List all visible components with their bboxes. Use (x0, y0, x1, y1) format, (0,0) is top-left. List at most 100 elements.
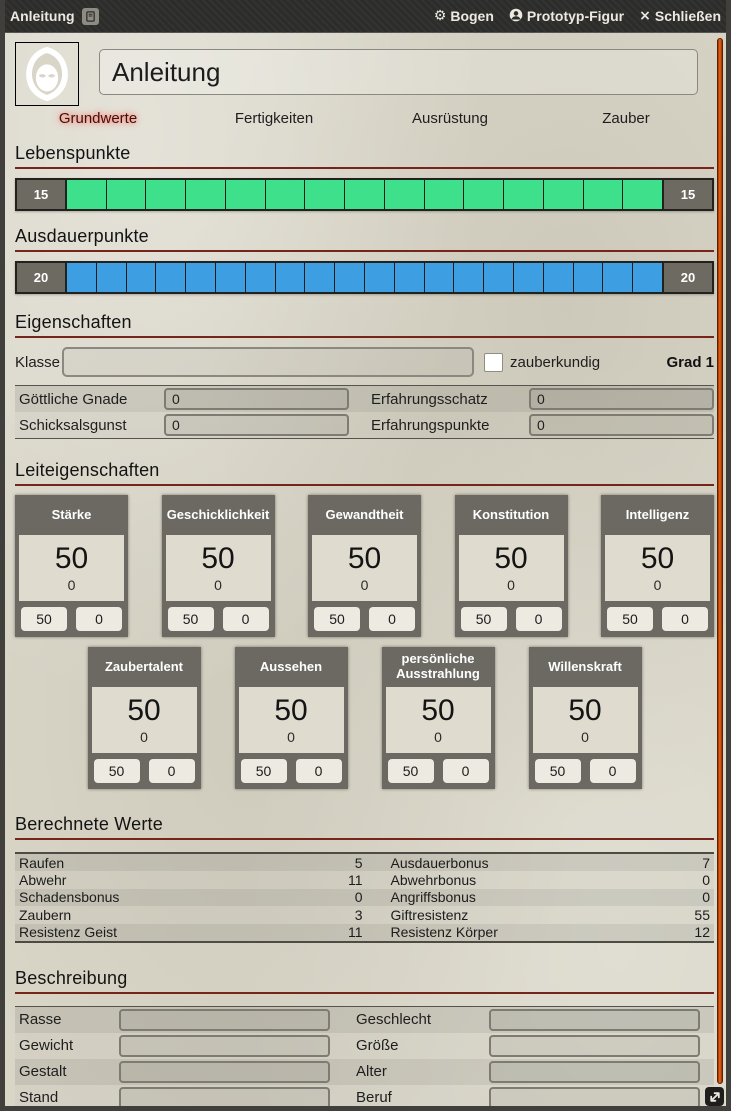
field-input[interactable]: 0 (529, 388, 714, 410)
attribute-mod-input[interactable]: 0 (148, 759, 195, 783)
attribute-card: persönliche Ausstrahlung 50 0 50 0 (381, 647, 495, 789)
ausdauerpunkte-segment[interactable] (186, 263, 216, 292)
desc-input[interactable] (119, 1086, 330, 1106)
scrollbar-thumb[interactable] (717, 38, 723, 1084)
attribute-base-input[interactable]: 50 (607, 607, 653, 631)
tab-zauber[interactable]: Zauber (602, 110, 650, 127)
ausdauerpunkte-segment[interactable] (424, 263, 455, 292)
lebenspunkte-segment[interactable] (265, 180, 306, 209)
desc-row: Stand Beruf (15, 1085, 714, 1106)
attribute-base-input[interactable]: 50 (460, 607, 507, 631)
ausdauerpunkte-segment[interactable] (96, 263, 127, 292)
sheet-config-button[interactable]: ⚙ Bogen (433, 8, 494, 24)
tab-fertigkeiten[interactable]: Fertigkeiten (234, 110, 314, 127)
desc-input[interactable] (119, 1034, 330, 1057)
attribute-panel: 50 0 (605, 535, 710, 601)
attribute-bonus: 0 (67, 576, 76, 593)
close-window-button[interactable]: × Schließen (639, 8, 721, 24)
desc-input[interactable] (489, 1034, 700, 1057)
desc-input[interactable] (119, 1060, 330, 1083)
field-label: Erfahrungsschatz (371, 390, 488, 408)
window-titlebar[interactable]: Anleitung ⚙ Bogen Prototyp-Figur × Schli… (5, 0, 726, 33)
attribute-base-input[interactable]: 50 (534, 759, 581, 783)
field-input[interactable]: 0 (164, 414, 349, 436)
attribute-value: 50 (127, 694, 161, 728)
lebenspunkte-segment[interactable] (106, 180, 147, 209)
attribute-mod-input[interactable]: 0 (76, 607, 122, 631)
attribute-base-input[interactable]: 50 (387, 759, 434, 783)
attribute-mod-input[interactable]: 0 (442, 759, 489, 783)
ausdauerpunkte-segment[interactable] (513, 263, 544, 292)
ausdauerpunkte-segment[interactable] (126, 263, 157, 292)
tab-ausruestung[interactable]: Ausrüstung (412, 110, 488, 127)
lebenspunkte-segment[interactable] (67, 180, 107, 209)
desc-input[interactable] (489, 1060, 700, 1083)
attribute-bonus: 0 (140, 728, 148, 745)
lebenspunkte-segment[interactable] (186, 180, 226, 209)
attribute-mod-input[interactable]: 0 (589, 759, 636, 783)
desc-input[interactable] (489, 1086, 700, 1106)
desc-input[interactable] (119, 1008, 330, 1031)
klasse-input[interactable] (62, 347, 475, 377)
calc-label: Resistenz Körper (390, 924, 498, 941)
lebenspunkte-segment[interactable] (464, 180, 505, 209)
eigenschaften-row: Schicksalsgunst 0 Erfahrungspunkte 0 (15, 412, 714, 438)
lebenspunkte-segment[interactable] (146, 180, 187, 209)
ausdauerpunkte-segment[interactable] (156, 263, 187, 292)
desc-input[interactable] (489, 1008, 700, 1031)
lebenspunkte-segment[interactable] (305, 180, 346, 209)
attribute-base-input[interactable]: 50 (314, 607, 360, 631)
attribute-base-input[interactable]: 50 (21, 607, 67, 631)
calc-label: Giftresistenz (390, 906, 469, 923)
ausdauerpunkte-segment[interactable] (633, 263, 662, 292)
desc-cell (119, 1034, 344, 1057)
attribute-base-input[interactable]: 50 (240, 759, 287, 783)
lebenspunkte-segment[interactable] (583, 180, 624, 209)
ausdauerpunkte-segment[interactable] (335, 263, 365, 292)
lebenspunkte-segment[interactable] (543, 180, 584, 209)
calc-value: 55 (694, 906, 710, 923)
lebenspunkte-segment[interactable] (623, 180, 663, 209)
character-portrait[interactable] (15, 42, 79, 106)
ausdauerpunkte-segment[interactable] (364, 263, 395, 292)
ausdauerpunkte-segment[interactable] (67, 263, 97, 292)
ausdauerpunkte-segment[interactable] (573, 263, 604, 292)
lebenspunkte-segment[interactable] (345, 180, 385, 209)
attribute-row-1: Stärke 50 0 50 0 Geschicklichkeit 50 0 50 0 Gewand… (15, 495, 714, 637)
lebenspunkte-segment[interactable] (424, 180, 465, 209)
resize-handle-icon[interactable] (705, 1087, 724, 1106)
attribute-mod-input[interactable]: 0 (662, 607, 708, 631)
character-name-input[interactable]: Anleitung (99, 49, 698, 95)
attribute-mod-input[interactable]: 0 (515, 607, 562, 631)
section-title-eigenschaften: Eigenschaften (15, 312, 714, 338)
attribute-inputs: 50 0 (235, 753, 348, 789)
ausdauerpunkte-segment[interactable] (454, 263, 485, 292)
ausdauerpunkte-segment[interactable] (245, 263, 276, 292)
attribute-mod-input[interactable]: 0 (222, 607, 269, 631)
prototype-token-button[interactable]: Prototyp-Figur (509, 8, 624, 25)
lebenspunkte-segment[interactable] (384, 180, 425, 209)
zauberkundig-checkbox[interactable] (484, 352, 504, 372)
attribute-panel: 50 0 (165, 535, 271, 601)
lebenspunkte-segment[interactable] (504, 180, 544, 209)
close-icon: × (639, 8, 651, 24)
attribute-value: 50 (494, 542, 528, 576)
eigenschaften-row: Göttliche Gnade 0 Erfahrungsschatz 0 (15, 386, 714, 412)
attribute-panel: 50 0 (385, 687, 491, 753)
ausdauerpunkte-segment[interactable] (305, 263, 336, 292)
attribute-base-input[interactable]: 50 (93, 759, 140, 783)
ausdauerpunkte-segment[interactable] (394, 263, 425, 292)
ausdauerpunkte-segment[interactable] (484, 263, 514, 292)
ausdauerpunkte-segment[interactable] (543, 263, 574, 292)
attribute-panel: 50 0 (532, 687, 638, 753)
attribute-base-input[interactable]: 50 (167, 607, 214, 631)
lebenspunkte-segment[interactable] (225, 180, 266, 209)
ausdauerpunkte-segment[interactable] (603, 263, 634, 292)
attribute-mod-input[interactable]: 0 (369, 607, 415, 631)
field-input[interactable]: 0 (164, 388, 349, 410)
ausdauerpunkte-segment[interactable] (215, 263, 246, 292)
tab-grundwerte[interactable]: Grundwerte (58, 110, 138, 127)
field-input[interactable]: 0 (529, 414, 714, 436)
ausdauerpunkte-segment[interactable] (275, 263, 306, 292)
attribute-mod-input[interactable]: 0 (295, 759, 342, 783)
